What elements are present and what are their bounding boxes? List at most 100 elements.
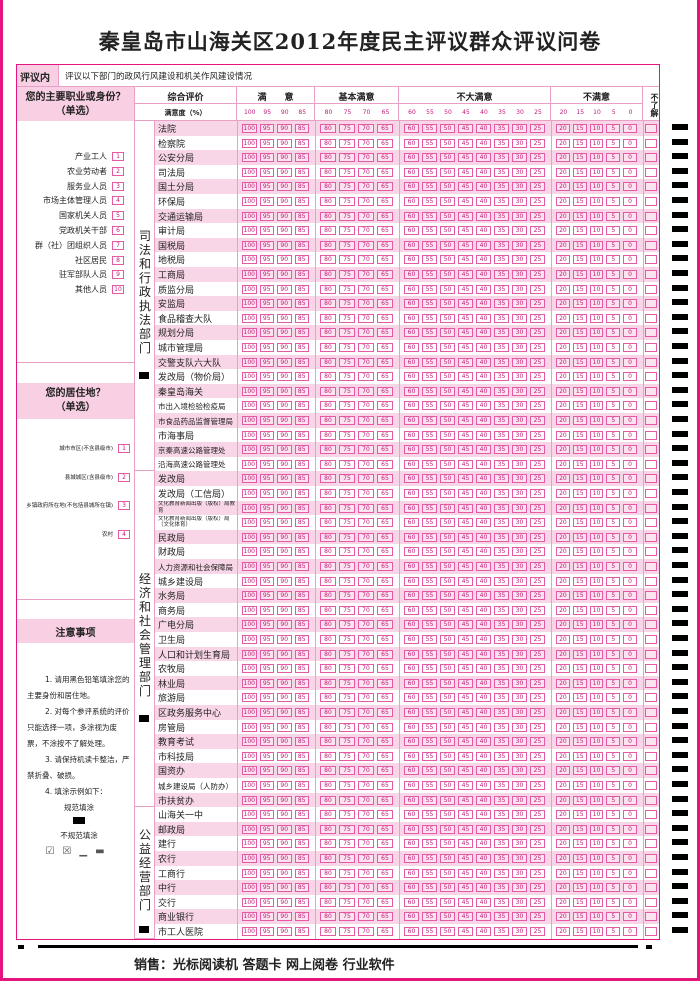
score-bubble-40[interactable]: 40 [476, 474, 491, 484]
score-bubble-40[interactable]: 40 [476, 795, 491, 805]
score-bubble-15[interactable]: 15 [572, 401, 587, 411]
score-bubble-100[interactable]: 100 [242, 722, 257, 732]
score-bubble-15[interactable]: 15 [572, 416, 587, 425]
score-bubble-10[interactable]: 10 [589, 124, 604, 133]
score-bubble-20[interactable]: 20 [556, 270, 570, 279]
score-bubble-85[interactable]: 85 [294, 883, 309, 893]
score-bubble-45[interactable]: 45 [458, 795, 473, 805]
unknown-bubble[interactable] [645, 255, 657, 265]
score-bubble-55[interactable]: 55 [422, 562, 437, 571]
score-bubble-70[interactable]: 70 [358, 489, 374, 498]
score-bubble-25[interactable]: 25 [530, 620, 545, 630]
score-bubble-35[interactable]: 35 [494, 708, 509, 717]
score-bubble-40[interactable]: 40 [476, 138, 491, 148]
score-bubble-10[interactable]: 10 [589, 430, 604, 440]
unknown-bubble[interactable] [645, 270, 657, 279]
score-bubble-20[interactable]: 20 [556, 416, 570, 425]
score-bubble-70[interactable]: 70 [358, 927, 374, 936]
score-bubble-20[interactable]: 20 [556, 430, 570, 440]
score-bubble-80[interactable]: 80 [320, 197, 336, 206]
score-bubble-35[interactable]: 35 [494, 547, 509, 557]
score-bubble-80[interactable]: 80 [320, 854, 336, 863]
score-bubble-15[interactable]: 15 [572, 605, 587, 615]
score-bubble-20[interactable]: 20 [556, 357, 570, 367]
score-bubble-30[interactable]: 30 [512, 489, 527, 498]
score-bubble-0[interactable]: 0 [623, 299, 637, 309]
score-bubble-20[interactable]: 20 [556, 503, 570, 513]
unknown-bubble[interactable] [645, 328, 657, 338]
score-bubble-55[interactable]: 55 [422, 489, 437, 498]
score-bubble-65[interactable]: 65 [377, 664, 393, 674]
score-bubble-50[interactable]: 50 [440, 226, 455, 236]
score-bubble-45[interactable]: 45 [458, 255, 473, 265]
score-bubble-95[interactable]: 95 [259, 518, 274, 528]
score-bubble-30[interactable]: 30 [512, 605, 527, 615]
score-bubble-10[interactable]: 10 [589, 503, 604, 513]
score-bubble-40[interactable]: 40 [476, 649, 491, 659]
score-bubble-65[interactable]: 65 [377, 795, 393, 805]
score-bubble-35[interactable]: 35 [494, 854, 509, 863]
score-bubble-70[interactable]: 70 [358, 313, 374, 323]
score-bubble-5[interactable]: 5 [606, 547, 621, 557]
unknown-bubble[interactable] [645, 722, 657, 732]
score-bubble-35[interactable]: 35 [494, 284, 509, 294]
score-bubble-65[interactable]: 65 [377, 810, 393, 820]
score-bubble-30[interactable]: 30 [512, 416, 527, 425]
score-bubble-75[interactable]: 75 [339, 927, 355, 936]
score-bubble-10[interactable]: 10 [589, 927, 604, 936]
score-bubble-70[interactable]: 70 [358, 547, 374, 557]
unknown-bubble[interactable] [645, 197, 657, 206]
score-bubble-30[interactable]: 30 [512, 839, 527, 849]
score-bubble-90[interactable]: 90 [277, 489, 292, 498]
score-bubble-100[interactable]: 100 [242, 664, 257, 674]
score-bubble-65[interactable]: 65 [377, 416, 393, 425]
score-bubble-5[interactable]: 5 [606, 299, 621, 309]
score-bubble-80[interactable]: 80 [320, 401, 336, 411]
score-bubble-90[interactable]: 90 [277, 620, 292, 630]
score-bubble-85[interactable]: 85 [294, 270, 309, 279]
score-bubble-95[interactable]: 95 [259, 138, 274, 148]
score-bubble-85[interactable]: 85 [294, 197, 309, 206]
score-bubble-20[interactable]: 20 [556, 591, 570, 601]
score-bubble-55[interactable]: 55 [422, 532, 437, 542]
score-bubble-95[interactable]: 95 [259, 270, 274, 279]
score-bubble-95[interactable]: 95 [259, 854, 274, 863]
residence-option[interactable]: 城市市区(不含县级市) 1 [59, 444, 130, 453]
score-bubble-5[interactable]: 5 [606, 357, 621, 367]
score-bubble-55[interactable]: 55 [422, 328, 437, 338]
score-bubble-20[interactable]: 20 [556, 328, 570, 338]
score-bubble-45[interactable]: 45 [458, 810, 473, 820]
score-bubble-90[interactable]: 90 [277, 824, 292, 834]
score-bubble-30[interactable]: 30 [512, 722, 527, 732]
score-bubble-35[interactable]: 35 [494, 167, 509, 177]
score-bubble-45[interactable]: 45 [458, 518, 473, 528]
score-bubble-55[interactable]: 55 [422, 722, 437, 732]
score-bubble-85[interactable]: 85 [294, 416, 309, 425]
score-bubble-80[interactable]: 80 [320, 430, 336, 440]
score-bubble-10[interactable]: 10 [589, 824, 604, 834]
score-bubble-60[interactable]: 60 [404, 810, 419, 820]
score-bubble-20[interactable]: 20 [556, 883, 570, 893]
score-bubble-55[interactable]: 55 [422, 635, 437, 644]
score-bubble-5[interactable]: 5 [606, 532, 621, 542]
score-bubble-50[interactable]: 50 [440, 240, 455, 250]
score-bubble-65[interactable]: 65 [377, 897, 393, 907]
score-bubble-50[interactable]: 50 [440, 620, 455, 630]
score-bubble-0[interactable]: 0 [623, 547, 637, 557]
score-bubble-80[interactable]: 80 [320, 912, 336, 922]
score-bubble-70[interactable]: 70 [358, 897, 374, 907]
score-bubble-10[interactable]: 10 [589, 270, 604, 279]
score-bubble-5[interactable]: 5 [606, 897, 621, 907]
score-bubble-20[interactable]: 20 [556, 299, 570, 309]
score-bubble-65[interactable]: 65 [377, 124, 393, 133]
unknown-bubble[interactable] [645, 240, 657, 250]
score-bubble-55[interactable]: 55 [422, 197, 437, 206]
score-bubble-50[interactable]: 50 [440, 766, 455, 776]
score-bubble-20[interactable]: 20 [556, 240, 570, 250]
score-bubble-40[interactable]: 40 [476, 284, 491, 294]
score-bubble-15[interactable]: 15 [572, 912, 587, 922]
score-bubble-10[interactable]: 10 [589, 489, 604, 498]
score-bubble-95[interactable]: 95 [259, 328, 274, 338]
score-bubble-80[interactable]: 80 [320, 357, 336, 367]
score-bubble-65[interactable]: 65 [377, 751, 393, 761]
